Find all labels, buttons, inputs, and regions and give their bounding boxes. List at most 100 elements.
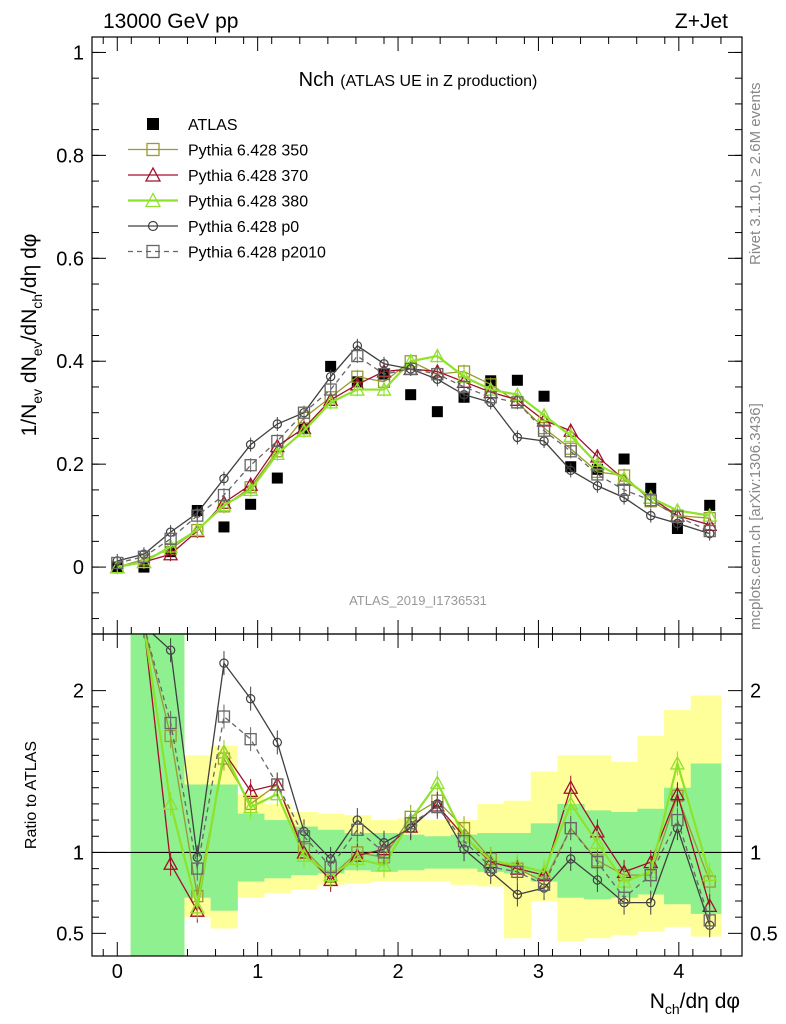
ratio-point bbox=[191, 862, 204, 875]
ratio-y-tick-label: 2 bbox=[73, 681, 84, 703]
data-point bbox=[431, 367, 444, 381]
ratio-y-label: Ratio to ATLAS bbox=[23, 741, 40, 849]
ratio-point bbox=[323, 867, 339, 882]
data-point bbox=[704, 499, 716, 511]
y-tick-label: 0.6 bbox=[56, 248, 84, 270]
data-point bbox=[566, 465, 576, 476]
data-point bbox=[564, 445, 577, 458]
data-point bbox=[137, 550, 151, 563]
ratio-y-tick-label-right: 2 bbox=[750, 681, 761, 703]
ratio-point bbox=[244, 733, 257, 746]
legend-label: Pythia 6.428 370 bbox=[188, 168, 308, 185]
legend-entry: ATLAS bbox=[147, 117, 238, 134]
y-tick-label: 0.2 bbox=[56, 454, 84, 476]
data-point bbox=[511, 396, 524, 409]
ratio-line bbox=[151, 634, 711, 926]
data-point bbox=[269, 446, 285, 461]
ratio-point bbox=[591, 856, 604, 869]
ratio-point bbox=[646, 897, 656, 908]
data-point bbox=[323, 394, 339, 409]
ratio-point bbox=[669, 786, 686, 801]
legend-label: Pythia 6.428 p2010 bbox=[188, 245, 326, 262]
ratio-point bbox=[457, 834, 471, 848]
data-point bbox=[191, 509, 204, 522]
ratio-point bbox=[138, 620, 149, 631]
legend-marker bbox=[146, 142, 160, 157]
ratio-point bbox=[511, 865, 524, 879]
data-point bbox=[243, 482, 259, 497]
x-tick-label: 3 bbox=[533, 961, 544, 983]
ratio-point bbox=[140, 622, 148, 630]
data-point bbox=[592, 481, 603, 491]
ratio-point bbox=[219, 658, 229, 668]
data-point bbox=[325, 371, 336, 382]
ratio-y-tick-label-right: 1 bbox=[750, 842, 761, 864]
y-tick-label: 0.8 bbox=[56, 145, 84, 167]
data-point bbox=[512, 432, 523, 443]
data-point bbox=[537, 424, 551, 437]
data-point bbox=[111, 556, 124, 570]
legend-marker bbox=[144, 166, 162, 182]
ratio-point bbox=[324, 860, 337, 874]
data-point bbox=[484, 391, 497, 404]
y-tick-label: 0 bbox=[73, 557, 84, 579]
ratio-point bbox=[163, 855, 179, 870]
legend-entry: Pythia 6.428 380 bbox=[128, 192, 308, 211]
ratio-point bbox=[216, 744, 232, 759]
ratio-y-tick-label: 1 bbox=[73, 842, 84, 864]
rivet-info: Rivet 3.1.10, ≥ 2.6M events bbox=[747, 83, 764, 266]
data-point bbox=[272, 419, 283, 429]
data-point bbox=[325, 360, 337, 372]
data-point bbox=[349, 381, 365, 396]
legend-entry: Pythia 6.428 p2010 bbox=[128, 245, 326, 262]
stat-uncertainty-band bbox=[237, 813, 265, 882]
ratio-point bbox=[431, 800, 444, 814]
ratio-point bbox=[243, 799, 259, 814]
ratio-point bbox=[671, 813, 684, 827]
data-point bbox=[538, 390, 550, 402]
data-point bbox=[296, 422, 312, 437]
stat-uncertainty-band bbox=[690, 763, 722, 914]
ratio-point bbox=[269, 786, 285, 801]
data-point bbox=[376, 381, 392, 396]
y-axis-label: 1/Nev dNev/dNch/dη dφ bbox=[18, 234, 45, 437]
ratio-point bbox=[429, 774, 445, 790]
collision-label: 13000 GeV pp bbox=[103, 10, 238, 33]
legend-entry: Pythia 6.428 350 bbox=[128, 143, 308, 160]
ratio-point bbox=[272, 737, 283, 748]
stat-uncertainty-band bbox=[263, 820, 292, 879]
data-point bbox=[245, 498, 257, 510]
data-point bbox=[429, 348, 445, 363]
ratio-point bbox=[351, 823, 364, 836]
data-point bbox=[646, 510, 656, 521]
ratio-point bbox=[165, 645, 176, 655]
ratio-point bbox=[377, 846, 391, 859]
ratio-point bbox=[137, 619, 150, 631]
ratio-point bbox=[537, 878, 551, 891]
y-tick-label: 0.4 bbox=[56, 351, 84, 373]
data-point bbox=[297, 406, 311, 419]
data-point bbox=[702, 507, 718, 522]
data-point bbox=[324, 383, 337, 396]
data-point bbox=[511, 374, 523, 386]
legend-label: Pythia 6.428 p0 bbox=[188, 219, 299, 236]
data-point bbox=[218, 521, 230, 533]
data-point bbox=[644, 494, 657, 507]
x-tick-label: 1 bbox=[252, 961, 263, 983]
ratio-unity-label: 1 bbox=[73, 842, 84, 864]
ratio-unity-label-right: 1 bbox=[750, 842, 761, 864]
ratio-point bbox=[484, 860, 497, 874]
data-point bbox=[245, 439, 256, 450]
ratio-point bbox=[512, 889, 523, 900]
series-line bbox=[117, 344, 710, 562]
legend-marker bbox=[147, 118, 159, 130]
legend: ATLAS Pythia 6.428 350 Pythia 6.428 370 Pyt… bbox=[128, 117, 326, 262]
ratio-point bbox=[349, 851, 365, 866]
y-tick-label: 1 bbox=[73, 42, 84, 64]
data-point bbox=[404, 362, 417, 376]
ratio-point bbox=[189, 899, 205, 914]
ratio-point bbox=[271, 778, 284, 791]
ratio-point bbox=[137, 619, 150, 631]
data-point bbox=[109, 559, 125, 574]
ratio-panel: 0 1 2 3 40.5 0.51 12 211 Ratio to ATLAS bbox=[23, 619, 778, 983]
